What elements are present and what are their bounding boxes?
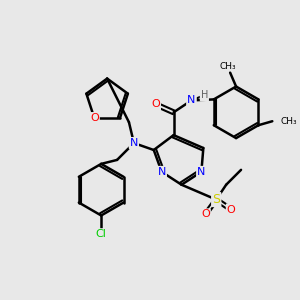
Text: Cl: Cl [96,229,106,239]
Text: O: O [201,209,210,220]
Text: O: O [201,209,210,220]
Text: O: O [227,205,236,214]
Text: N: N [197,167,206,177]
Text: O: O [90,113,99,123]
Text: CH₃: CH₃ [220,61,236,70]
Text: N: N [197,167,206,177]
Text: N: N [187,95,196,105]
Text: H: H [201,90,208,100]
Text: N: N [130,138,138,148]
Text: O: O [227,205,236,214]
Text: S: S [212,193,220,206]
Text: CH₃: CH₃ [280,117,297,126]
Text: O: O [152,99,160,110]
Text: N: N [158,167,166,177]
Text: N: N [187,95,196,105]
Text: N: N [158,167,166,177]
Text: O: O [90,113,99,123]
Text: H: H [201,90,208,100]
Text: Cl: Cl [96,229,106,239]
Text: N: N [130,138,138,148]
Text: S: S [212,193,220,206]
Text: O: O [152,99,160,110]
